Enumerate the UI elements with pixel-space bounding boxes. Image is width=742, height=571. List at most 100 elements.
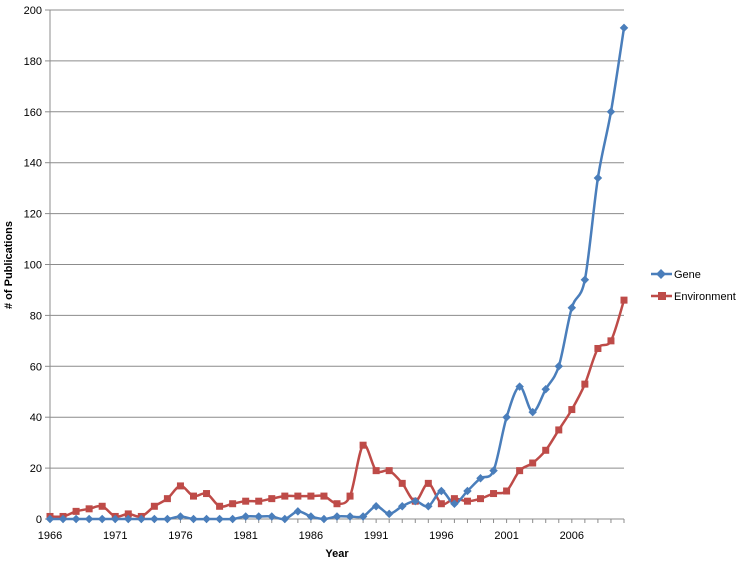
data-point-environment-1990 — [359, 441, 367, 449]
data-point-gene-1978 — [202, 514, 211, 524]
data-point-environment-1978 — [203, 490, 211, 498]
data-point-gene-1987 — [319, 514, 329, 524]
series-markers — [45, 23, 629, 524]
legend-label-environment: Environment — [674, 291, 736, 303]
data-point-gene-1970 — [97, 514, 107, 524]
data-point-environment-2010 — [620, 296, 628, 304]
gridlines — [50, 9, 624, 469]
data-point-environment-1979 — [216, 502, 224, 510]
data-point-environment-2008 — [594, 344, 602, 352]
data-point-gene-1986 — [306, 512, 316, 521]
data-point-environment-1982 — [255, 497, 263, 505]
data-point-gene-1968 — [71, 514, 81, 524]
data-point-gene-1993 — [397, 502, 407, 511]
data-point-environment-2001 — [503, 487, 511, 495]
data-point-gene-1984 — [280, 514, 290, 524]
data-point-environment-1987 — [320, 492, 328, 500]
y-tick-label: 180 — [24, 56, 42, 68]
data-point-gene-1977 — [189, 514, 198, 524]
data-point-environment-1997 — [450, 495, 458, 503]
data-point-environment-2003 — [529, 459, 537, 467]
y-tick-label: 60 — [30, 361, 42, 373]
data-point-gene-1980 — [228, 514, 237, 524]
data-point-environment-1984 — [281, 492, 289, 500]
data-point-gene-2009 — [606, 107, 616, 117]
data-point-gene-2003 — [528, 407, 537, 417]
data-point-environment-1976 — [176, 482, 184, 490]
legend-label-gene: Gene — [674, 269, 701, 281]
y-tick-label: 20 — [30, 463, 42, 475]
data-point-gene-1995 — [424, 502, 433, 511]
x-tick-label: 1986 — [299, 530, 323, 542]
data-point-environment-2005 — [555, 426, 563, 434]
data-point-environment-1988 — [333, 500, 341, 508]
data-point-gene-2001 — [502, 412, 511, 422]
data-point-environment-1975 — [163, 495, 171, 503]
data-point-gene-2005 — [554, 362, 564, 371]
data-point-gene-2007 — [580, 275, 590, 285]
data-point-gene-1991 — [371, 502, 381, 511]
data-point-environment-2007 — [581, 380, 589, 388]
legend-marker-environment — [658, 292, 666, 300]
data-point-environment-1986 — [307, 492, 315, 500]
data-point-environment-1977 — [190, 492, 197, 500]
data-point-environment-1992 — [385, 467, 393, 475]
data-point-environment-1972 — [124, 510, 132, 518]
data-point-gene-1975 — [163, 514, 172, 524]
x-tick-label: 2001 — [494, 530, 518, 542]
data-point-gene-1992 — [384, 509, 394, 519]
data-point-gene-2010 — [619, 23, 629, 33]
data-point-environment-1974 — [150, 502, 158, 510]
data-point-gene-1983 — [267, 512, 277, 521]
x-tick-label: 1996 — [429, 530, 453, 542]
y-tick-label: 0 — [36, 514, 42, 526]
y-tick-labels: 0 20 40 60 80 100 120 140 160 180 200 — [24, 5, 42, 526]
data-point-environment-1970 — [98, 502, 106, 510]
x-tick-label: 1976 — [168, 530, 192, 542]
data-point-environment-1996 — [437, 500, 445, 508]
data-point-gene-1988 — [332, 512, 342, 521]
y-axis-title: # of Publications — [3, 221, 15, 309]
series-lines — [49, 27, 626, 521]
data-point-gene-2002 — [515, 382, 524, 391]
legend-item-gene: Gene — [651, 269, 701, 281]
data-point-gene-2008 — [593, 173, 603, 183]
data-point-gene-1994 — [411, 496, 420, 506]
data-point-environment-1981 — [242, 497, 250, 505]
data-point-environment-1998 — [463, 497, 471, 505]
data-point-gene-1990 — [358, 512, 368, 521]
data-point-environment-1983 — [268, 495, 276, 503]
data-point-gene-1989 — [345, 512, 355, 521]
data-point-environment-1995 — [424, 479, 432, 487]
data-point-gene-1998 — [463, 486, 472, 496]
y-tick-label: 140 — [24, 158, 42, 170]
data-point-environment-1989 — [346, 492, 354, 500]
data-point-environment-2000 — [490, 490, 498, 498]
x-tick-label: 1971 — [103, 530, 127, 542]
data-point-environment-1980 — [229, 500, 237, 508]
legend: Gene Environment — [651, 269, 736, 303]
data-point-environment-2004 — [542, 446, 550, 454]
data-point-gene-1979 — [215, 514, 224, 524]
data-point-gene-1985 — [293, 507, 303, 516]
legend-marker-gene — [656, 269, 666, 279]
y-tick-label: 80 — [30, 310, 42, 322]
data-point-gene-2004 — [541, 384, 550, 394]
data-point-environment-1991 — [372, 467, 380, 475]
data-point-gene-1996 — [437, 486, 446, 496]
axes — [45, 9, 625, 523]
data-point-gene-1997 — [450, 499, 459, 508]
data-point-environment-2009 — [607, 337, 615, 345]
data-point-environment-1985 — [294, 492, 302, 500]
data-point-gene-1974 — [150, 514, 159, 524]
x-tick-label: 1991 — [364, 530, 388, 542]
x-axis-title: Year — [325, 548, 349, 560]
data-point-environment-2002 — [516, 467, 524, 475]
y-tick-label: 120 — [24, 209, 42, 221]
x-tick-label: 2006 — [560, 530, 584, 542]
y-tick-label: 40 — [30, 412, 42, 424]
y-tick-label: 160 — [24, 107, 42, 119]
data-point-gene-2000 — [489, 466, 498, 475]
